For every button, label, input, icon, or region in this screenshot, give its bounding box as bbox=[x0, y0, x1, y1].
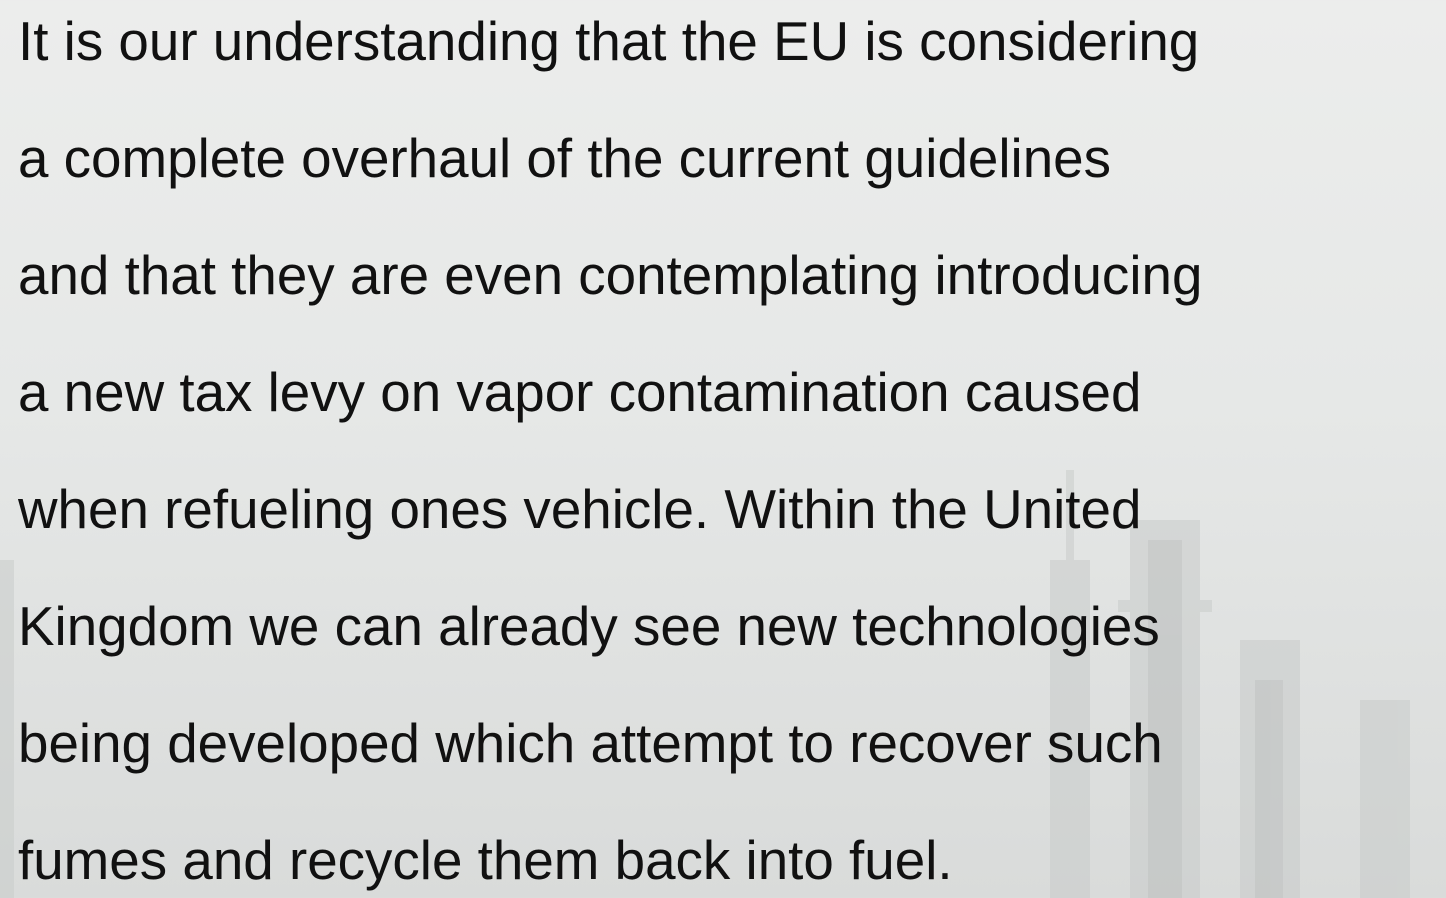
text-line: and that they are even contemplating int… bbox=[18, 244, 1203, 306]
paragraph: It is our understanding that the EU is c… bbox=[18, 0, 1446, 898]
refinery-towers bbox=[1148, 540, 1283, 898]
text-line: fumes and recycle them back into fuel. bbox=[18, 829, 953, 891]
text-line: Kingdom we can already see new technolog… bbox=[18, 595, 1160, 657]
text-line: when refueling ones vehicle. Within the … bbox=[18, 478, 1142, 540]
text-line: a complete overhaul of the current guide… bbox=[18, 127, 1112, 189]
text-line: a new tax levy on vapor contamination ca… bbox=[18, 361, 1142, 423]
text-line: being developed which attempt to recover… bbox=[18, 712, 1163, 774]
text-line: It is our understanding that the EU is c… bbox=[18, 10, 1200, 72]
